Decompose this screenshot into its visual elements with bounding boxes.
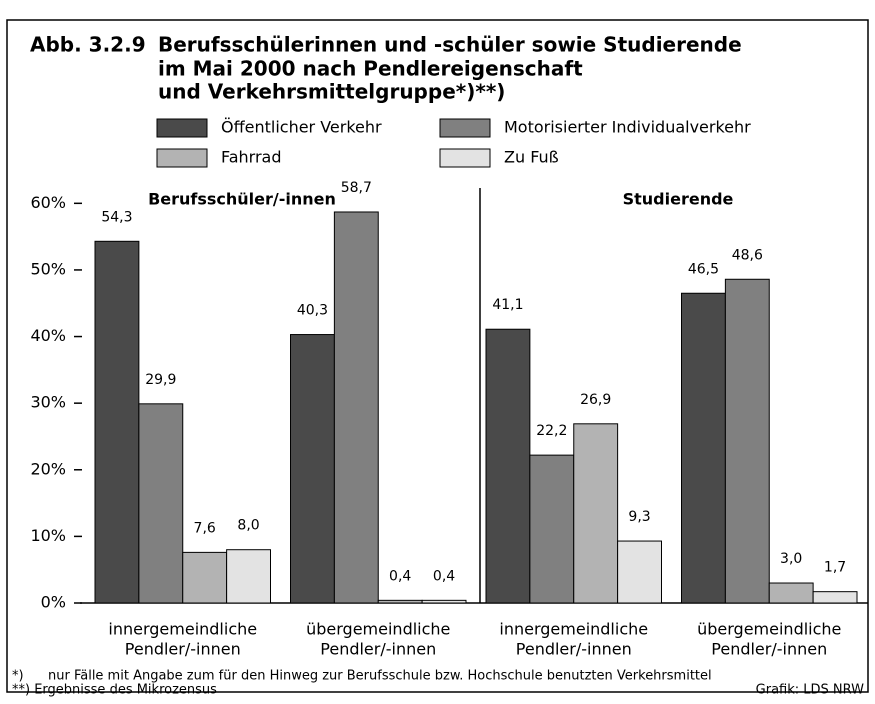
legend-swatch	[439, 148, 491, 168]
bar	[617, 540, 662, 604]
x-tick-label: übergemeindliche	[697, 620, 841, 639]
x-tick-label: Pendler/-innen	[516, 640, 632, 659]
value-label: 41,1	[492, 297, 523, 313]
bar	[421, 599, 467, 604]
panel-label: Studierende	[623, 190, 734, 209]
bar	[724, 278, 770, 604]
value-label: 8,0	[237, 518, 259, 534]
y-tick-label: 40%	[30, 326, 66, 345]
bar	[290, 334, 335, 604]
footnote: **) Ergebnisse des Mikrozensus	[12, 683, 217, 698]
legend-swatch	[156, 118, 208, 138]
y-tick-label: 10%	[30, 526, 66, 545]
value-label: 26,9	[580, 392, 611, 408]
x-tick-label: Pendler/-innen	[125, 640, 241, 659]
chart-title: und Verkehrsmittelgruppe*)**)	[158, 80, 505, 104]
y-tick-label: 20%	[30, 459, 66, 478]
value-label: 46,5	[688, 261, 719, 277]
legend-label: Öffentlicher Verkehr	[221, 118, 382, 137]
value-label: 29,9	[145, 372, 176, 388]
bar	[333, 211, 379, 604]
bar	[377, 599, 423, 604]
value-label: 7,6	[194, 520, 216, 536]
bar	[681, 292, 726, 604]
x-tick-label: übergemeindliche	[306, 620, 450, 639]
footnote: nur Fälle mit Angabe zum für den Hinweg …	[48, 669, 712, 684]
bar	[138, 403, 184, 604]
bar	[485, 328, 531, 604]
bar	[94, 240, 140, 604]
y-tick-label: 60%	[30, 193, 66, 212]
bar	[573, 423, 619, 604]
panel-label: Berufsschüler/-innen	[148, 190, 336, 209]
y-tick-label: 0%	[41, 593, 66, 612]
source: Grafik: LDS NRW	[756, 683, 864, 698]
x-tick-label: Pendler/-innen	[320, 640, 436, 659]
value-label: 9,3	[628, 509, 650, 525]
value-label: 54,3	[101, 209, 132, 225]
chart-title: Berufsschülerinnen und -schüler sowie St…	[158, 33, 742, 57]
bar	[226, 549, 271, 604]
y-tick-label: 50%	[30, 259, 66, 278]
legend-label: Motorisierter Individualverkehr	[504, 118, 751, 137]
x-tick-label: innergemeindliche	[108, 620, 257, 639]
value-label: 22,2	[536, 423, 567, 439]
legend-label: Fahrrad	[221, 148, 282, 167]
value-label: 0,4	[433, 568, 455, 584]
bar	[529, 454, 575, 604]
bar	[768, 582, 814, 604]
bar	[812, 591, 858, 604]
x-tick-label: Pendler/-innen	[711, 640, 827, 659]
footnote: *)	[12, 669, 24, 684]
bar	[182, 551, 228, 604]
value-label: 40,3	[297, 303, 328, 319]
value-label: 48,6	[732, 247, 763, 263]
x-tick-label: innergemeindliche	[499, 620, 648, 639]
value-label: 1,7	[824, 560, 846, 576]
value-label: 58,7	[341, 180, 372, 196]
y-tick-label: 30%	[30, 393, 66, 412]
chart-title: im Mai 2000 nach Pendlereigenschaft	[158, 57, 583, 81]
value-label: 3,0	[780, 551, 802, 567]
figure-label: Abb. 3.2.9	[30, 33, 146, 57]
value-label: 0,4	[389, 568, 411, 584]
legend-swatch	[156, 148, 208, 168]
legend-label: Zu Fuß	[504, 148, 559, 167]
legend-swatch	[439, 118, 491, 138]
